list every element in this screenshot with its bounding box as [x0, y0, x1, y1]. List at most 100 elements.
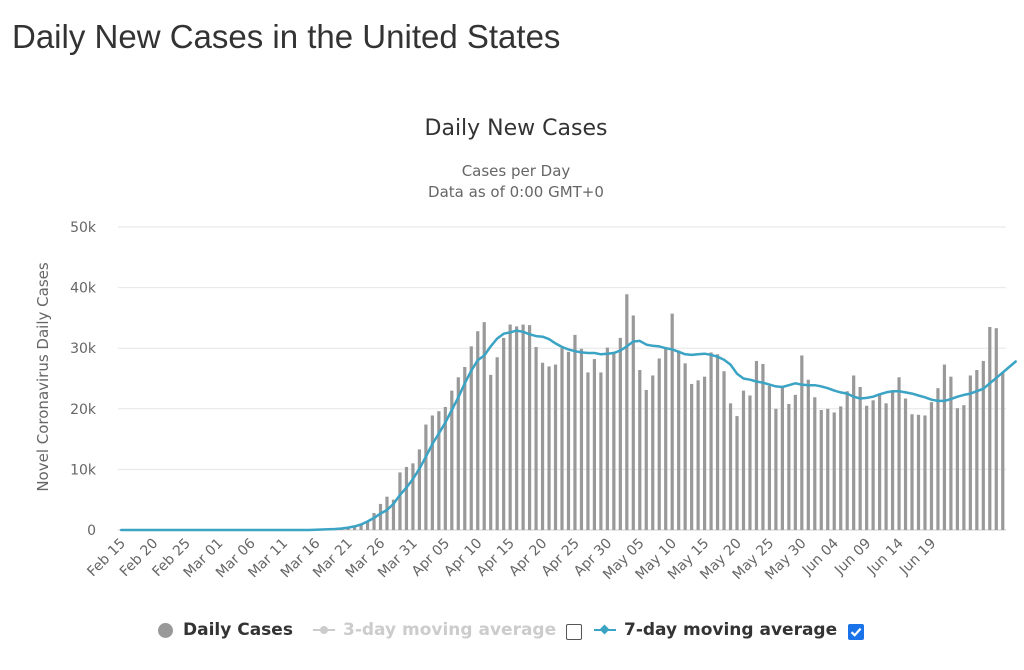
- bar: [741, 390, 746, 530]
- bar: [527, 325, 532, 530]
- bar: [378, 503, 383, 530]
- bar: [515, 326, 519, 530]
- bar: [560, 348, 564, 530]
- bar: [709, 352, 713, 530]
- bar: [981, 360, 985, 530]
- bar: [923, 415, 927, 530]
- bar: [890, 391, 895, 530]
- bar: [612, 351, 616, 530]
- bar: [372, 513, 376, 530]
- bar: [865, 405, 869, 530]
- bar: [839, 406, 843, 530]
- bar: [774, 408, 778, 530]
- x-tick-label: Jun 04: [799, 535, 842, 578]
- x-tick-label: Jun 14: [864, 535, 907, 578]
- bar: [534, 346, 538, 530]
- bar: [715, 354, 720, 530]
- 7-day-average-checkbox[interactable]: [848, 624, 864, 640]
- bar: [411, 463, 415, 530]
- moving-average-line: [119, 329, 1017, 532]
- bar: [852, 375, 856, 530]
- bar: [910, 414, 914, 530]
- bar: [858, 386, 862, 530]
- bar: [748, 395, 752, 530]
- bar: [443, 406, 447, 530]
- bar: [683, 363, 687, 530]
- 3-day-average-checkbox[interactable]: [566, 624, 582, 640]
- bar: [359, 525, 363, 530]
- bar: [450, 390, 454, 530]
- bar: [398, 472, 402, 530]
- bar: [722, 371, 726, 530]
- bar: [476, 331, 480, 530]
- bar: [787, 403, 791, 530]
- chart-title: Daily New Cases: [425, 116, 608, 141]
- bar: [605, 347, 609, 530]
- bar: [599, 372, 603, 530]
- y-axis-ticks: 0 10k 20k 30k 40k 50k: [70, 220, 97, 539]
- bar: [702, 376, 707, 530]
- bar: [916, 414, 921, 530]
- moving-average-path: [119, 329, 1017, 532]
- bar: [495, 357, 499, 530]
- bar: [903, 398, 908, 530]
- bar: [696, 380, 700, 530]
- bar: [566, 351, 571, 530]
- bar: [800, 355, 804, 530]
- bar: [929, 402, 934, 530]
- bar: [832, 412, 836, 530]
- line-diamond-marker-icon: [594, 622, 616, 638]
- legend-label: Daily Cases: [183, 620, 293, 640]
- bar: [949, 376, 953, 530]
- bar: [553, 364, 558, 530]
- bar: [540, 362, 545, 530]
- legend-item-3-day-average[interactable]: 3-day moving average: [313, 620, 556, 640]
- legend-item-7-day-average[interactable]: 7-day moving average: [594, 620, 837, 640]
- bar: [962, 405, 966, 530]
- bar: [592, 359, 597, 530]
- bar: [871, 400, 875, 530]
- bar: [502, 337, 506, 530]
- chart-subtitle-1: Cases per Day: [462, 162, 571, 180]
- bar: [385, 496, 389, 530]
- bar: [625, 294, 629, 530]
- bar: [664, 346, 668, 530]
- legend-item-daily-cases[interactable]: Daily Cases: [158, 620, 293, 640]
- y-tick-label: 50k: [70, 220, 97, 236]
- bar: [651, 375, 655, 530]
- bar: [988, 326, 992, 530]
- x-tick-label: Jun 19: [896, 536, 939, 579]
- bar: [482, 322, 486, 530]
- bar: [657, 358, 661, 530]
- bar: [365, 520, 370, 530]
- bar: [897, 377, 901, 530]
- bar: [845, 391, 849, 530]
- bar: [677, 350, 681, 530]
- circle-marker-icon: [158, 622, 173, 638]
- bar: [780, 387, 784, 530]
- bar: [884, 403, 888, 530]
- bar: [793, 394, 797, 530]
- bar: [1001, 372, 1005, 530]
- y-axis-label: Novel Coronavirus Daily Cases: [34, 262, 52, 492]
- bar: [690, 383, 694, 530]
- bar: [644, 390, 648, 530]
- bar: [352, 526, 357, 530]
- bar: [968, 375, 972, 530]
- bar: [430, 415, 434, 530]
- bar: [521, 324, 525, 530]
- bar: [936, 388, 940, 530]
- line-dot-marker-icon: [313, 622, 335, 638]
- bar: [813, 397, 817, 530]
- bar: [670, 313, 674, 530]
- bar: [579, 348, 584, 530]
- bar: [767, 385, 772, 530]
- bar: [424, 424, 428, 530]
- bar: [631, 315, 635, 530]
- y-tick-label: 0: [87, 523, 96, 539]
- bar: [508, 324, 512, 530]
- daily-cases-bars: [340, 294, 1005, 530]
- page-title: Daily New Cases in the United States: [12, 18, 561, 55]
- bar: [391, 499, 396, 530]
